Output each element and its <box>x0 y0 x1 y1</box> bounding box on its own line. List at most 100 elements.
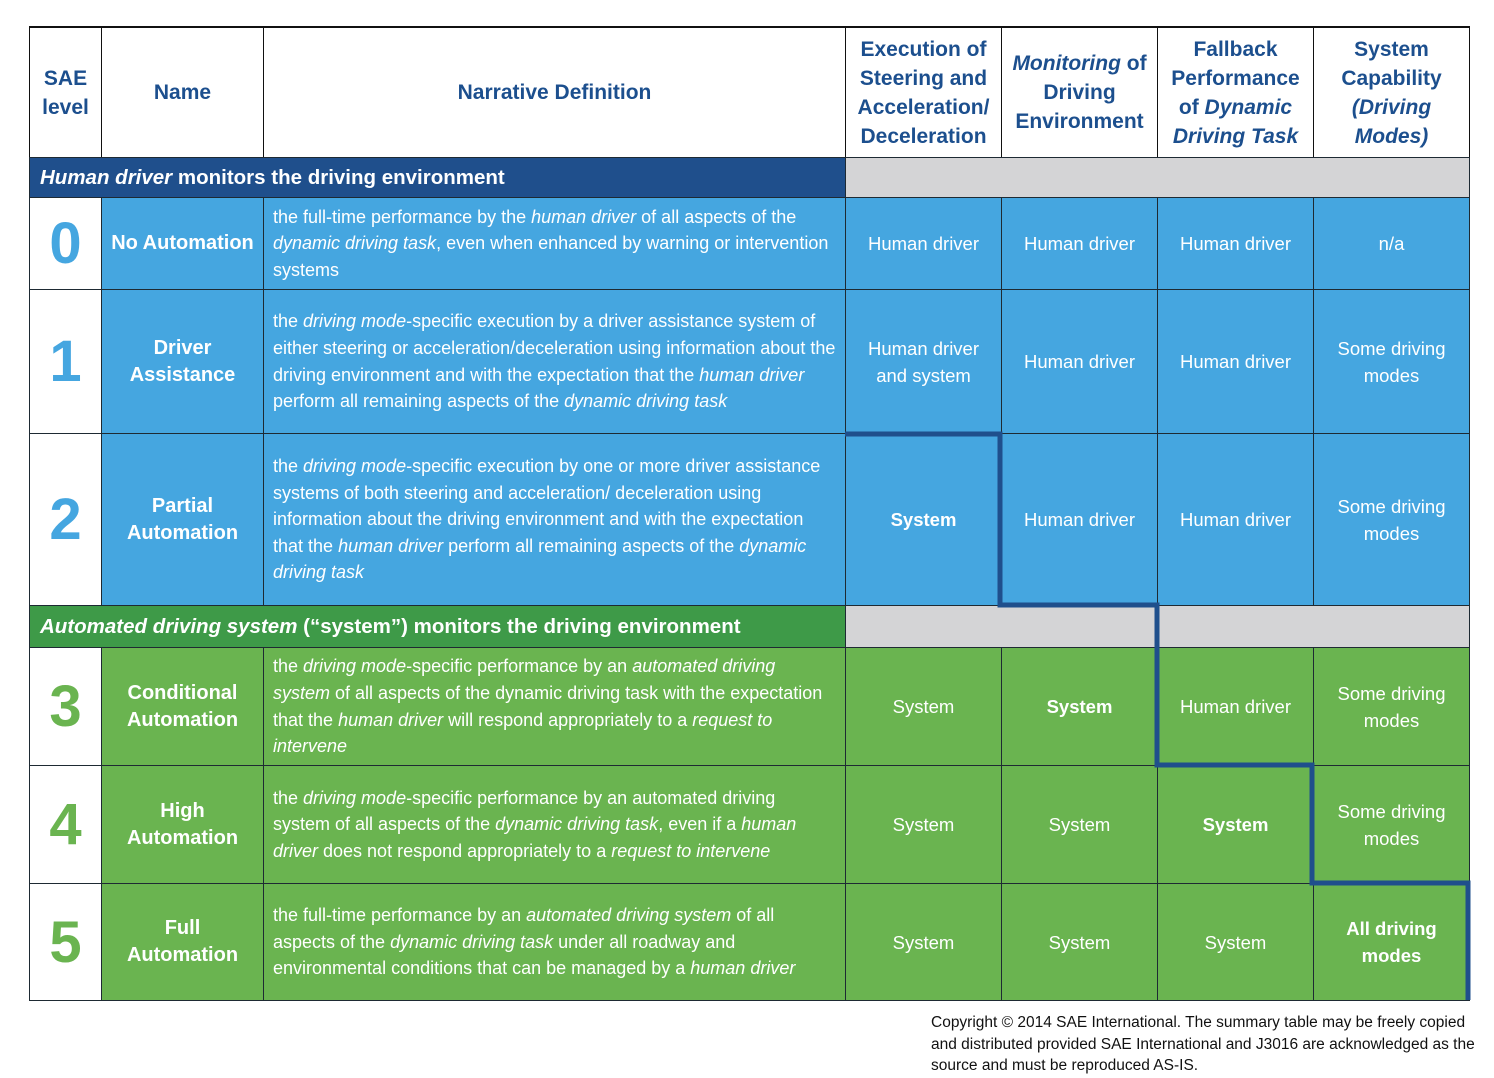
cell-text: System <box>1046 696 1113 717</box>
text-run: dynamic driving task <box>390 931 554 952</box>
cell-text: Some driving modes <box>1337 800 1446 849</box>
cell-text: Human driver <box>1179 351 1292 372</box>
text-run: Dynamic Driving Task <box>1172 95 1299 148</box>
cell-text: the driving mode-specific performance by… <box>273 653 837 759</box>
capability-cell: All driving modes <box>1313 883 1470 1001</box>
text-run: driving mode <box>303 656 407 677</box>
text-run: human driver <box>273 814 797 861</box>
text-run: , even if a <box>658 814 742 835</box>
text-run: does not respond appropriately to a <box>318 840 612 861</box>
level-cell: 3 <box>29 647 102 766</box>
cell-text: Automated driving system (“system”) moni… <box>40 615 741 639</box>
monitoring-cell: System <box>1001 765 1158 884</box>
cell-text: Monitoring of Driving Environment <box>1008 49 1151 136</box>
text-run: dynamic driving task <box>273 535 807 583</box>
text-run: driving mode <box>303 311 407 332</box>
cell-text: Human driver and system <box>867 337 980 386</box>
capability-cell: Some driving modes <box>1313 647 1470 766</box>
text-run: the full-time performance by the <box>273 206 532 227</box>
cell-text: System <box>1202 814 1269 835</box>
text-run: of Driving Environment <box>1015 52 1147 133</box>
capability-cell: n/a <box>1313 197 1470 290</box>
narrative-cell: the driving mode-specific execution by a… <box>263 289 846 434</box>
cell-text: the full-time performance by an automate… <box>273 902 837 982</box>
text-run: the <box>273 787 304 808</box>
text-run: -specific performance by an <box>406 656 633 677</box>
cell-text: Conditional Automation <box>126 681 239 731</box>
text-run: monitors the driving environment <box>172 165 505 189</box>
text-run: dynamic driving task <box>564 391 728 412</box>
cell-text: System <box>892 814 955 835</box>
narrative-cell: the driving mode-specific performance by… <box>263 647 846 766</box>
fallback-cell: System <box>1157 883 1314 1001</box>
header-cell: Execution of Steering and Acceleration/ … <box>845 26 1002 158</box>
text-run: System Capability <box>1341 37 1442 90</box>
cell-text: Human driver <box>1023 509 1136 530</box>
header-cell: SAE level <box>29 26 102 158</box>
cell-text: SAE level <box>42 66 89 119</box>
text-run: automated driving system <box>526 905 732 926</box>
cell-text: Driver Assistance <box>129 336 236 386</box>
text-run: the full-time performance by an <box>273 905 527 926</box>
cell-text: Full Automation <box>126 917 239 966</box>
narrative-cell: the driving mode-specific execution by o… <box>263 433 846 606</box>
cell-text: Human driver monitors the driving enviro… <box>40 166 505 190</box>
cell-text: 3 <box>49 674 82 739</box>
text-run: human driver <box>690 958 796 979</box>
text-run: -specific performance by an automated dr… <box>273 787 776 835</box>
text-run: perform all remaining aspects of the <box>443 535 740 556</box>
narrative-cell: the full-time performance by the human d… <box>263 197 846 290</box>
cell-text: High Automation <box>126 799 239 849</box>
fallback-cell: Human driver <box>1157 197 1314 290</box>
cell-text: n/a <box>1378 233 1405 254</box>
text-run: -specific execution by one or more drive… <box>273 456 821 556</box>
fallback-cell: Human driver <box>1157 647 1314 766</box>
text-run: human driver <box>338 709 444 730</box>
text-run: (“system”) monitors the driving environm… <box>297 614 741 638</box>
capability-cell: Some driving modes <box>1313 765 1470 884</box>
text-run: Monitoring <box>1012 52 1121 75</box>
section-title: Automated driving system (“system”) moni… <box>29 605 846 648</box>
text-run: dynamic driving task <box>273 233 437 254</box>
text-run: (Driving Modes) <box>1351 95 1432 148</box>
monitoring-cell: Human driver <box>1001 433 1158 606</box>
execution-cell: Human driver <box>845 197 1002 290</box>
cell-text: No Automation <box>111 232 254 254</box>
monitoring-cell: System <box>1001 647 1158 766</box>
header-cell: System Capability (Driving Modes) <box>1313 26 1470 158</box>
header-cell: Name <box>101 26 264 158</box>
section-filler <box>845 157 1470 198</box>
text-run: human driver <box>531 206 637 227</box>
text-run: the <box>273 656 304 677</box>
text-run: request to intervene <box>611 840 771 861</box>
text-run: the <box>273 311 304 332</box>
cell-text: 4 <box>49 792 82 857</box>
level-cell: 5 <box>29 883 102 1001</box>
cell-text: 0 <box>49 211 82 276</box>
cell-text: Fallback Performance of Dynamic Driving … <box>1164 35 1307 151</box>
text-run: automated driving system <box>273 656 776 703</box>
copyright-note: Copyright © 2014 SAE International. The … <box>931 1014 1475 1074</box>
cell-text: the driving mode-specific performance by… <box>273 785 837 865</box>
cell-text: Human driver <box>1179 696 1292 717</box>
text-run: driving mode <box>303 787 407 808</box>
execution-cell: System <box>845 765 1002 884</box>
text-run: perform all remaining aspects of the <box>273 391 565 412</box>
level-cell: 0 <box>29 197 102 290</box>
cell-text: Human driver <box>867 233 980 254</box>
cell-text: System <box>1048 931 1111 953</box>
name-cell: Conditional Automation <box>101 647 264 766</box>
cell-text: 2 <box>49 487 82 552</box>
cell-text: the driving mode-specific execution by o… <box>273 453 837 586</box>
text-run: of all aspects of the <box>273 905 775 952</box>
cell-text: 5 <box>49 909 82 975</box>
narrative-cell: the full-time performance by an automate… <box>263 883 846 1001</box>
fallback-cell: Human driver <box>1157 289 1314 434</box>
cell-text: Partial Automation <box>126 494 239 544</box>
cell-text: 1 <box>49 329 82 394</box>
text-run: human driver <box>338 535 444 556</box>
text-run: driving mode <box>303 456 407 477</box>
text-run: Human driver <box>40 165 173 189</box>
cell-text: System <box>1048 814 1111 835</box>
